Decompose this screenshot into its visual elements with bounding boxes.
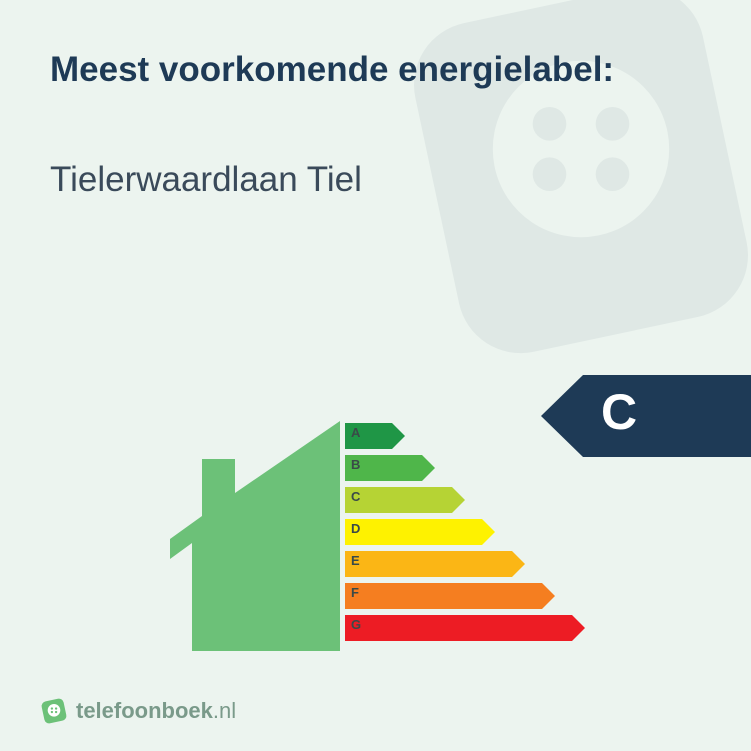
energy-bar-shape (345, 551, 525, 577)
energy-bar-shape (345, 615, 585, 641)
energy-bar-label: G (351, 617, 361, 632)
footer: telefoonboek.nl (40, 697, 236, 725)
energy-bar-shape (345, 519, 495, 545)
result-badge: C (541, 375, 751, 457)
house-icon (170, 421, 340, 651)
energy-bar-label: C (351, 489, 360, 504)
footer-brand-bold: telefoonboek (76, 698, 213, 723)
energy-bar-label: F (351, 585, 359, 600)
footer-logo-icon (40, 697, 68, 725)
page-title: Meest voorkomende energielabel: (50, 50, 701, 90)
energy-bar-d: D (345, 519, 645, 545)
energy-bar-g: G (345, 615, 645, 641)
energy-bar-label: D (351, 521, 360, 536)
energy-bar-b: B (345, 455, 645, 481)
location-subtitle: Tielerwaardlaan Tiel (50, 160, 701, 200)
energy-bar-e: E (345, 551, 645, 577)
result-badge-label: C (601, 383, 637, 441)
energy-bar-label: B (351, 457, 360, 472)
energy-bar-f: F (345, 583, 645, 609)
energy-bar-shape (345, 583, 555, 609)
energy-bar-label: E (351, 553, 360, 568)
footer-brand-light: .nl (213, 698, 236, 723)
energy-bar-shape (345, 487, 465, 513)
energy-bar-c: C (345, 487, 645, 513)
footer-brand: telefoonboek.nl (76, 698, 236, 724)
energy-bar-label: A (351, 425, 360, 440)
card: Meest voorkomende energielabel: Tielerwa… (0, 0, 751, 751)
